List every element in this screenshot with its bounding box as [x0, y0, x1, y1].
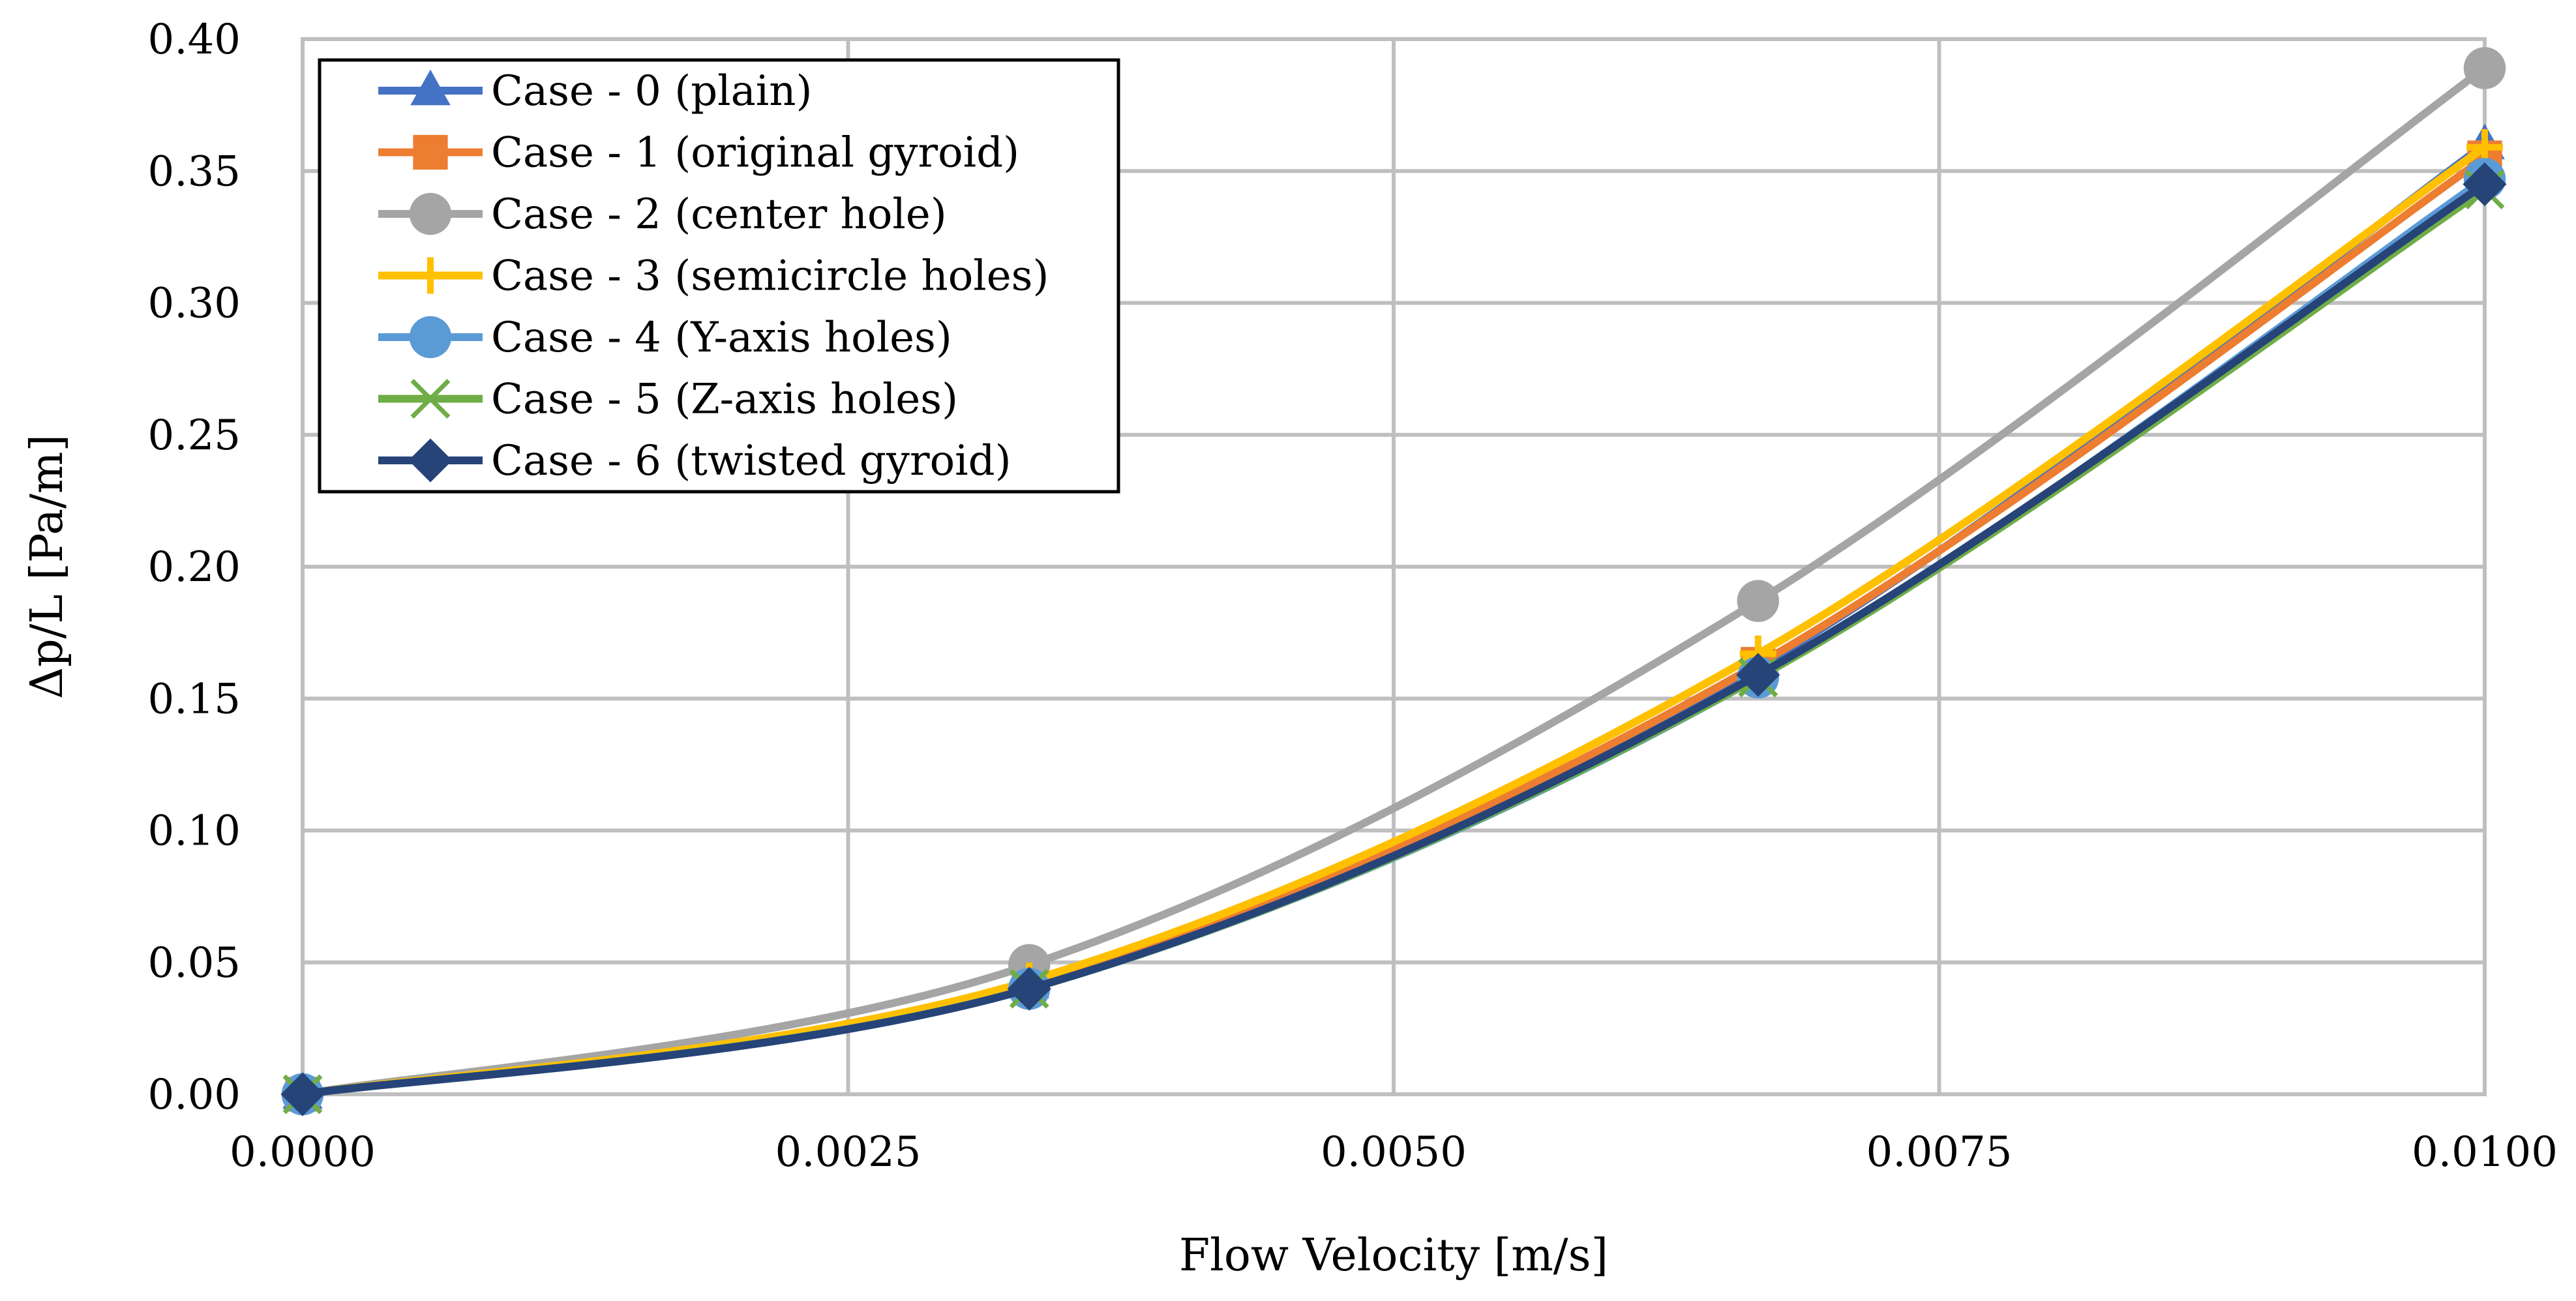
- legend-marker: [408, 438, 453, 483]
- series-line: [301, 65, 2487, 1098]
- y-axis-title: Δp/L [Pa/m]: [22, 434, 73, 699]
- legend-item: Case - 5 (Z-axis holes): [378, 376, 958, 424]
- legend-item: Case - 2 (center hole): [378, 190, 947, 239]
- x-axis-title: Flow Velocity [m/s]: [1179, 1230, 1608, 1281]
- x-tick-label: 0.0050: [1321, 1128, 1467, 1176]
- tick-labels: 0.0000 0.0025 0.0050 0.0075 0.0100 0.00 0.05 0.…: [148, 16, 2558, 1176]
- data-point: [1007, 966, 1051, 1011]
- legend-label: Case - 0 (plain): [491, 67, 812, 115]
- y-tick-label: 0.00: [148, 1071, 241, 1119]
- legend-item: Case - 4 (Y-axis holes): [378, 314, 952, 362]
- y-tick-label: 0.30: [148, 280, 241, 328]
- legend-marker: [410, 379, 451, 419]
- legend-item: Case - 0 (plain): [378, 67, 812, 115]
- data-point: [2463, 47, 2506, 89]
- legend-item: Case - 1 (original gyroid): [378, 129, 1019, 177]
- legend-label: Case - 3 (semicircle holes): [491, 252, 1049, 301]
- legend-marker: [413, 134, 448, 170]
- y-tick-label: 0.20: [148, 543, 241, 591]
- y-tick-label: 0.15: [148, 675, 241, 723]
- series-line: [302, 181, 2487, 1098]
- legend-item: Case - 3 (semicircle holes): [378, 252, 1049, 301]
- y-tick-label: 0.35: [148, 147, 241, 196]
- plot-area-frame: [301, 37, 2487, 1096]
- legend-item: Case - 6 (twisted gyroid): [378, 437, 1011, 485]
- data-point: [280, 1072, 325, 1116]
- x-tick-label: 0.0000: [230, 1128, 376, 1176]
- y-tick-label: 0.40: [148, 16, 241, 64]
- x-tick-label: 0.0025: [775, 1128, 921, 1176]
- y-tick-label: 0.05: [148, 939, 241, 987]
- data-point: [2463, 162, 2507, 207]
- data-point: [1737, 580, 1779, 622]
- y-tick-label: 0.10: [148, 807, 241, 856]
- legend-label: Case - 2 (center hole): [491, 190, 947, 239]
- data-point: [1736, 653, 1780, 697]
- x-tick-label: 0.0100: [2412, 1128, 2558, 1176]
- x-tick-label: 0.0075: [1866, 1128, 2013, 1176]
- legend-marker: [409, 316, 452, 359]
- legend-marker: [410, 69, 451, 106]
- legend: Case - 0 (plain) Case - 1 (original gyroi…: [318, 58, 1120, 494]
- legend-label: Case - 6 (twisted gyroid): [491, 437, 1011, 485]
- legend-label: Case - 1 (original gyroid): [491, 129, 1019, 177]
- legend-label: Case - 4 (Y-axis holes): [491, 314, 952, 362]
- legend-marker: [409, 192, 452, 235]
- legend-label: Case - 5 (Z-axis holes): [491, 376, 958, 424]
- legend-marker: [412, 257, 449, 294]
- series-layer: [280, 47, 2507, 1116]
- y-tick-label: 0.25: [148, 411, 241, 460]
- series-6: [280, 162, 2507, 1116]
